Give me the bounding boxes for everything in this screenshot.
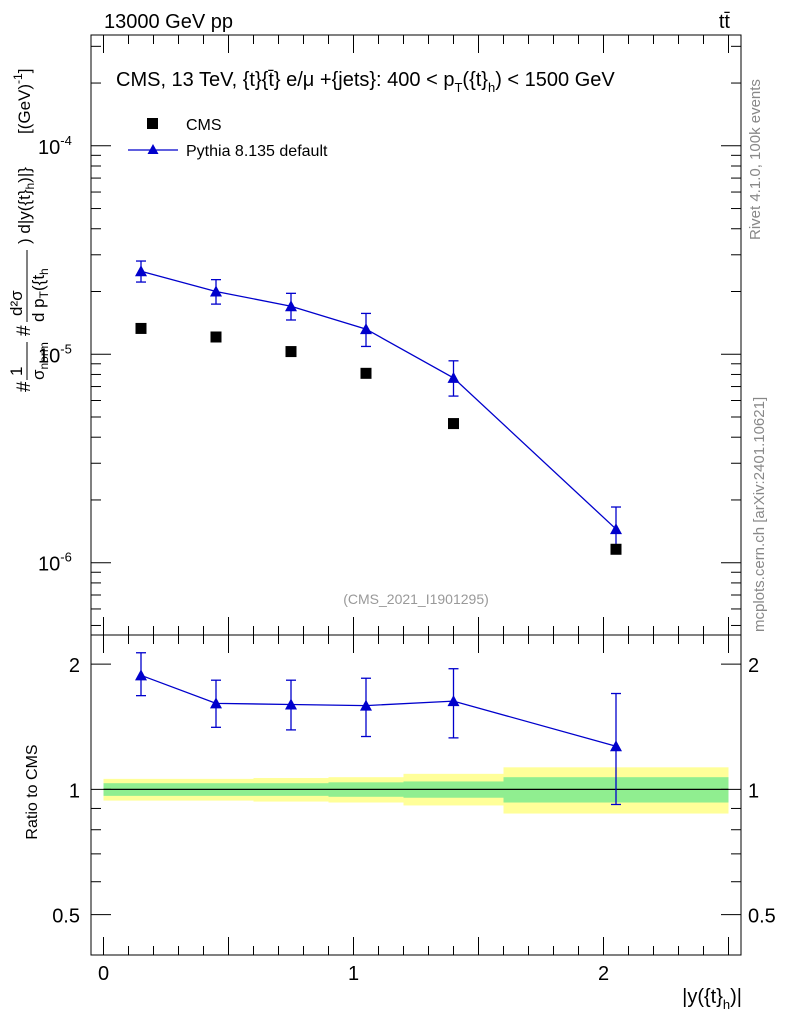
svg-text:d²σ: d²σ xyxy=(7,290,26,316)
ratio-pythia-point xyxy=(135,669,147,681)
x-tick-label: 0 xyxy=(98,963,109,985)
ratio-y-tick-label-right: 0.5 xyxy=(748,906,776,928)
ratio-y-tick-label-left: 0.5 xyxy=(52,906,80,928)
legend-pythia-marker xyxy=(147,144,159,154)
pythia-data-point xyxy=(210,285,222,297)
ratio-frame xyxy=(90,634,742,956)
ratio-y-tick-label-right: 1 xyxy=(748,780,759,802)
ratio-y-ticks: 0.5 0.5 1 1 2 2 xyxy=(52,655,776,956)
ratio-y-axis-label: Ratio to CMS xyxy=(24,744,41,839)
main-y-ticks xyxy=(91,45,741,626)
ratio-y-tick-label-left: 2 xyxy=(69,655,80,677)
chart-title: CMS, 13 TeV, {t}{t̄} e/μ +{jets}: 400 < … xyxy=(116,69,615,95)
legend-pythia-label: Pythia 8.135 default xyxy=(186,143,328,160)
main-y-tick-label: 10-4 xyxy=(38,133,72,159)
cms-data-point xyxy=(135,322,147,334)
main-data-layer xyxy=(135,260,622,555)
ratio-pythia-point xyxy=(360,699,372,711)
main-y-axis-label: # 1 σnorm # d²σ d pT({th ) d|y({t}h)|} [… xyxy=(7,69,51,392)
svg-text:) d|y({t}h)|}: ) d|y({t}h)|} xyxy=(15,167,37,244)
pythia-data-point xyxy=(285,300,297,312)
cms-data-point xyxy=(360,367,372,379)
cms-data-point xyxy=(285,346,297,358)
x-axis-label: |y({t}h)| xyxy=(682,986,742,1012)
pythia-data-point xyxy=(610,523,622,535)
svg-text:#: # xyxy=(14,325,35,336)
ratio-pythia-line xyxy=(140,674,617,747)
pythia-line xyxy=(140,270,617,530)
x-tick-label: 2 xyxy=(598,963,609,985)
main-panel: 10-6 10-5 10-4 CMS, 13 TeV, {t}{t̄} e/μ +{… xyxy=(38,34,742,636)
ratio-x-ticks: 0 1 2 xyxy=(98,635,729,985)
svg-text:d pT({th: d pT({th xyxy=(29,268,51,322)
ratio-y-tick-label-right: 2 xyxy=(748,655,759,677)
pythia-data-point xyxy=(447,371,460,383)
analysis-watermark: (CMS_2021_I1901295) xyxy=(343,591,489,607)
main-x-ticks xyxy=(103,35,729,635)
cms-data-point xyxy=(210,331,222,343)
ratio-pythia-point xyxy=(210,697,222,709)
energy-label: 13000 GeV pp xyxy=(104,11,233,33)
ratio-panel: 0.5 0.5 1 1 2 2 0 1 2 xyxy=(52,634,776,985)
ratio-uncertainty-bands xyxy=(103,767,729,814)
main-y-tick-label: 10-6 xyxy=(38,550,72,576)
pythia-data-point xyxy=(135,265,147,277)
svg-text:[(GeV)-1]: [(GeV)-1] xyxy=(11,69,34,134)
cms-data-point xyxy=(610,543,622,555)
ratio-pythia-point xyxy=(610,740,622,752)
rivet-label: Rivet 4.1.0, 100k events xyxy=(747,79,764,240)
legend-cms-marker xyxy=(147,118,158,129)
svg-text:1: 1 xyxy=(7,367,26,376)
legend: CMS Pythia 8.135 default xyxy=(128,117,328,160)
legend-cms-label: CMS xyxy=(186,117,222,134)
svg-text:σnorm: σnorm xyxy=(29,342,51,380)
pythia-data-point xyxy=(360,323,372,335)
svg-text:#: # xyxy=(14,381,35,392)
process-label: tt̄ xyxy=(719,11,731,33)
ratio-pythia-point xyxy=(447,695,460,707)
x-tick-label: 1 xyxy=(348,963,359,985)
main-y-tick-label: 10-5 xyxy=(38,341,72,367)
cms-data-point xyxy=(448,418,459,430)
main-y-tick-labels: 10-6 10-5 10-4 xyxy=(38,133,72,576)
mcplots-label: mcplots.cern.ch [arXiv:2401.10621] xyxy=(751,397,768,632)
ratio-data-layer xyxy=(135,652,622,806)
ratio-pythia-point xyxy=(285,698,297,710)
ratio-y-tick-label-left: 1 xyxy=(69,780,80,802)
